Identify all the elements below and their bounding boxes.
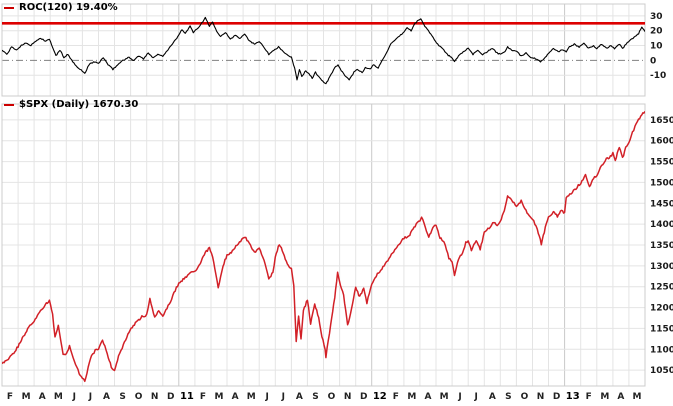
x-axis-month-label: F (7, 392, 13, 402)
y-axis-tick-label: 0 (650, 56, 656, 66)
y-axis-tick-label: 30 (650, 12, 663, 22)
x-axis-month-label: M (440, 392, 449, 402)
panel-border (1, 103, 646, 387)
spx-price-line (2, 110, 645, 383)
x-axis-month-label: F (393, 392, 399, 402)
x-axis-month-label: M (215, 392, 224, 402)
x-axis-month-label: M (247, 392, 256, 402)
y-axis-tick-label: 10 (650, 42, 663, 52)
y-axis-tick-label: 1400 (650, 220, 673, 230)
spx-legend: $SPX (Daily) 1670.30 (4, 99, 138, 110)
x-axis-month-label: J (265, 392, 269, 402)
spx-legend-text: $SPX (Daily) 1670.30 (19, 99, 139, 110)
y-axis-tick-label: 1350 (650, 241, 673, 251)
x-axis-month-label: A (296, 392, 303, 402)
roc-legend-text: ROC(120) 19.40% (19, 2, 118, 13)
x-axis-month-label: N (151, 392, 159, 402)
roc-panel: 30 20 10 0 -10 (1, 3, 666, 97)
y-axis-tick-label: -10 (650, 71, 666, 81)
x-axis-month-label: N (537, 392, 545, 402)
x-axis-month-label: O (328, 392, 336, 402)
x-axis-month-label: S (119, 392, 125, 402)
x-axis-month-label: J (72, 392, 76, 402)
spx-legend-dash-icon (4, 103, 14, 106)
x-axis-month-label: M (22, 392, 31, 402)
x-axis-month-label: M (633, 392, 642, 402)
x-axis-month-label: J (457, 392, 461, 402)
x-axis-month-label: F (586, 392, 592, 402)
x-axis-month-label: D (360, 392, 367, 402)
y-axis-tick-label: 1450 (650, 199, 673, 209)
x-axis-month-label: A (39, 392, 46, 402)
x-axis-month-label: M (407, 392, 416, 402)
y-axis-tick-label: 1250 (650, 283, 673, 293)
x-axis-month-label: M (600, 392, 609, 402)
x-axis-month-label: J (88, 392, 92, 402)
x-axis-month-label: F (200, 392, 206, 402)
x-axis-month-label: A (489, 392, 496, 402)
x-axis-month-label: D (553, 392, 560, 402)
x-axis-month-label: A (103, 392, 110, 402)
x-axis-month-label: M (54, 392, 63, 402)
x-axis: F M A M J J A S O N D 11 F M A M J J A S O N D 12 F M A M J J A S O N D 13 F… (7, 391, 642, 402)
roc-indicator-line (2, 16, 645, 85)
x-axis-month-label: A (232, 392, 239, 402)
y-axis-tick-label: 1200 (650, 304, 673, 314)
y-axis-tick-label: 1300 (650, 262, 673, 272)
x-axis-month-label: J (281, 392, 285, 402)
x-axis-month-label: A (617, 392, 624, 402)
y-axis-tick-label: 1600 (650, 137, 673, 147)
roc-legend-dash-icon (4, 6, 14, 9)
y-axis-tick-label: 1500 (650, 178, 673, 188)
x-axis-month-label: J (474, 392, 478, 402)
y-axis-tick-label: 1550 (650, 158, 673, 168)
y-axis-tick-label: 1150 (650, 324, 673, 334)
x-axis-month-label: O (135, 392, 143, 402)
x-axis-month-label: D (167, 392, 174, 402)
spx-panel: 1650 1600 1550 1500 1450 1400 1350 1300 1250 1200… (1, 103, 673, 387)
roc-legend: ROC(120) 19.40% (4, 2, 118, 13)
y-axis-tick-label: 20 (650, 27, 663, 37)
x-axis-year-label: 13 (566, 391, 580, 402)
x-axis-month-label: N (344, 392, 352, 402)
x-axis-month-label: S (312, 392, 318, 402)
x-axis-month-label: A (425, 392, 432, 402)
x-axis-year-label: 12 (373, 391, 387, 402)
x-axis-month-label: O (521, 392, 529, 402)
y-axis-tick-label: 1050 (650, 366, 673, 376)
panel-border (1, 3, 646, 97)
x-axis-year-label: 11 (180, 391, 194, 402)
x-axis-month-label: S (505, 392, 511, 402)
y-axis-tick-label: 1650 (650, 116, 673, 126)
y-axis-tick-label: 1100 (650, 345, 673, 355)
